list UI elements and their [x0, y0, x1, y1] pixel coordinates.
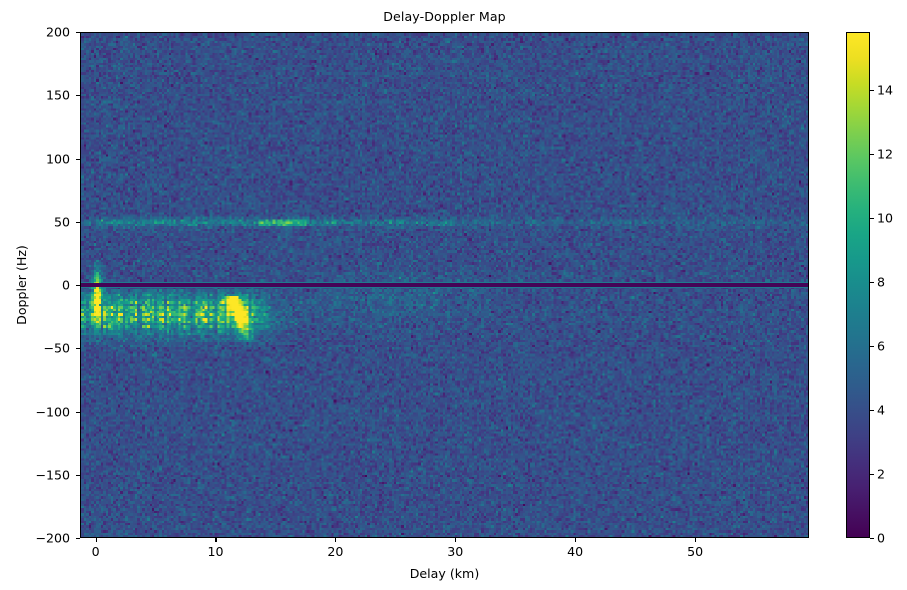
colorbar-tick-mark	[870, 217, 874, 219]
colorbar-tick-label: 0	[877, 530, 886, 546]
y-tick-mark	[76, 348, 80, 350]
y-tick-label: −50	[43, 340, 70, 356]
y-tick-label: 0	[61, 277, 70, 293]
colorbar-tick-label: 2	[877, 466, 886, 482]
y-tick-mark	[76, 411, 80, 413]
y-tick-label: 150	[45, 87, 70, 103]
y-tick-label: 100	[45, 151, 70, 166]
y-tick-mark	[76, 221, 80, 223]
y-tick-mark	[76, 474, 80, 476]
x-tick-label: 30	[447, 544, 464, 559]
y-tick-mark	[76, 158, 80, 160]
x-tick-label: 40	[567, 544, 584, 559]
x-tick-label: 0	[91, 544, 100, 559]
heatmap-image	[81, 33, 808, 537]
x-tick-mark	[95, 538, 97, 542]
y-tick-label: 50	[53, 214, 70, 230]
x-tick-mark	[215, 538, 217, 542]
colorbar-tick-mark	[870, 153, 874, 155]
colorbar-tick-mark	[870, 345, 874, 347]
x-tick-mark	[335, 538, 337, 542]
x-axis-label: Delay (km)	[409, 566, 480, 581]
colorbar	[846, 32, 870, 538]
y-tick-mark	[76, 285, 80, 287]
y-tick-label: −150	[35, 467, 70, 483]
colorbar-tick-label: 6	[877, 338, 886, 354]
colorbar-tick-mark	[870, 538, 874, 540]
x-tick-label: 10	[207, 544, 224, 559]
colorbar-tick-label: 14	[877, 82, 894, 98]
colorbar-tick-mark	[870, 89, 874, 91]
colorbar-tick-mark	[870, 473, 874, 476]
y-tick-label: −100	[35, 404, 70, 419]
y-tick-mark	[76, 538, 80, 540]
colorbar-tick-label: 4	[877, 402, 886, 418]
y-tick-label: 200	[45, 24, 70, 40]
colorbar-gradient	[846, 32, 870, 538]
x-tick-label: 20	[327, 544, 344, 559]
delay-doppler-heatmap-axes	[80, 32, 809, 538]
x-tick-mark	[575, 538, 577, 542]
colorbar-tick-label: 8	[877, 274, 886, 290]
colorbar-tick-label: 10	[877, 210, 894, 226]
y-tick-label: −200	[35, 530, 70, 546]
y-axis-label: Doppler (Hz)	[14, 245, 29, 325]
page-title: Delay-Doppler Map	[383, 9, 506, 24]
colorbar-tick-label: 12	[877, 146, 894, 162]
y-tick-mark	[76, 95, 80, 97]
x-tick-label: 50	[687, 544, 704, 559]
x-tick-mark	[455, 538, 457, 542]
y-tick-mark	[76, 32, 80, 34]
x-tick-mark	[695, 538, 697, 542]
colorbar-tick-mark	[870, 409, 874, 411]
colorbar-tick-mark	[870, 281, 874, 283]
